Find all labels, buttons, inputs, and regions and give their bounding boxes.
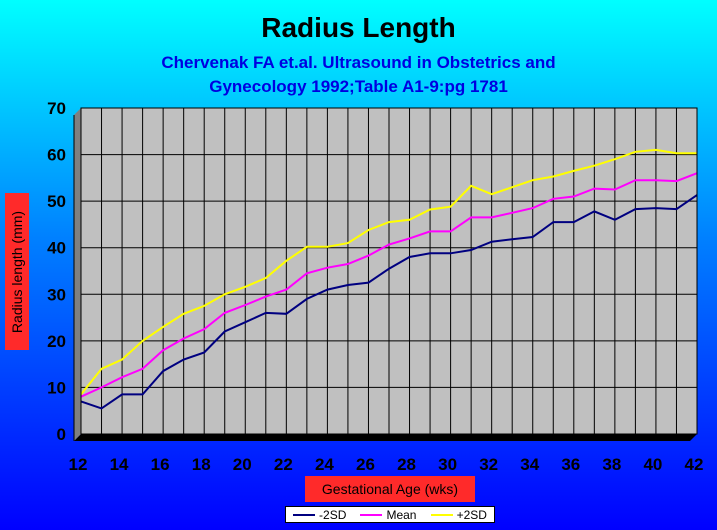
y-tick-label: 0 (57, 425, 66, 444)
y-tick-label: 50 (47, 192, 66, 211)
x-axis-label-box: Gestational Age (wks) (305, 476, 475, 502)
y-tick-label: 30 (47, 285, 66, 304)
legend-item-minus2sd: -2SD (293, 508, 346, 522)
chart-title: Radius Length (261, 12, 456, 43)
y-tick-label: 20 (47, 332, 66, 351)
y-axis-label: Radius length (mm) (9, 210, 25, 333)
y-tick-label: 60 (47, 146, 66, 165)
x-tick-label: 14 (110, 455, 129, 474)
x-tick-label: 42 (685, 455, 704, 474)
x-tick-label: 30 (438, 455, 457, 474)
x-tick-label: 32 (479, 455, 498, 474)
y-axis-label-box: Radius length (mm) (5, 193, 29, 350)
x-tick-label: 36 (561, 455, 580, 474)
legend: -2SD Mean +2SD (285, 506, 495, 523)
y-tick-label: 70 (47, 99, 66, 118)
chart-subtitle-line-1: Chervenak FA et.al. Ultrasound in Obstet… (161, 53, 556, 72)
x-tick-label: 22 (274, 455, 293, 474)
x-tick-label: 24 (315, 455, 334, 474)
x-tick-label: 34 (520, 455, 539, 474)
x-axis-label: Gestational Age (wks) (321, 481, 459, 497)
legend-swatch-plus2sd (430, 513, 453, 516)
x-tick-label: 28 (397, 455, 416, 474)
y-tick-label: 10 (47, 378, 66, 397)
chart-subtitle-line-2: Gynecology 1992;Table A1-9:pg 1781 (209, 77, 508, 96)
legend-swatch-mean (360, 513, 383, 516)
legend-item-plus2sd: +2SD (430, 507, 487, 522)
plot-floor (74, 434, 697, 441)
y-tick-label: 40 (47, 239, 66, 258)
x-tick-label: 38 (602, 455, 621, 474)
legend-item-mean: Mean (360, 508, 416, 522)
x-tick-label: 26 (356, 455, 375, 474)
legend-label-plus2sd: +2SD (456, 507, 487, 522)
x-tick-label: 40 (643, 455, 662, 474)
legend-swatch-minus2sd (293, 513, 316, 516)
plot-border (80, 107, 698, 435)
x-tick-label: 18 (192, 455, 211, 474)
legend-label-mean: Mean (386, 507, 417, 522)
series-line-mean (80, 172, 698, 398)
series-line-plus2sd (80, 148, 697, 396)
x-tick-label: 16 (151, 455, 170, 474)
x-tick-label: 12 (69, 455, 88, 474)
legend-label-minus2sd: -2SD (319, 507, 347, 522)
series-line-minus2sd (80, 194, 698, 410)
plot-side-wall (74, 108, 81, 441)
x-tick-label: 20 (233, 455, 252, 474)
